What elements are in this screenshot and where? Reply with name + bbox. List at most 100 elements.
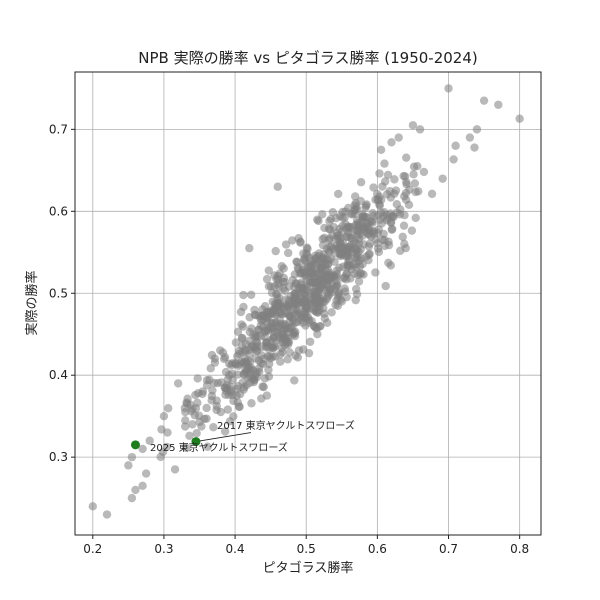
data-point	[374, 196, 383, 205]
y-tick-label: 0.7	[49, 122, 68, 136]
data-point	[185, 431, 194, 441]
data-point	[419, 167, 429, 177]
data-point	[193, 374, 202, 383]
data-point	[88, 502, 97, 511]
data-point	[258, 382, 267, 391]
data-point	[338, 207, 347, 217]
data-point	[289, 305, 298, 314]
y-axis-ticks: 0.3 0.4 0.5 0.6 0.7	[49, 122, 75, 464]
data-point	[359, 240, 368, 249]
data-point	[384, 258, 393, 268]
data-point	[220, 427, 230, 436]
annotation-2025: 2025 東京ヤクルトスワローズ	[150, 441, 288, 454]
x-tick-label: 0.3	[154, 542, 173, 556]
data-point	[208, 386, 217, 395]
data-point	[317, 263, 326, 273]
data-point	[273, 182, 282, 191]
data-point	[191, 390, 200, 400]
data-point	[292, 257, 302, 267]
data-point	[400, 172, 410, 181]
data-point	[401, 195, 411, 205]
data-point	[246, 373, 255, 382]
data-point	[515, 114, 524, 123]
data-point	[163, 404, 173, 413]
data-point	[202, 414, 211, 423]
data-point	[145, 436, 154, 445]
data-point	[288, 314, 297, 324]
data-point	[206, 364, 215, 373]
data-point	[332, 276, 341, 286]
data-point	[127, 452, 137, 462]
data-point	[394, 133, 403, 142]
data-point	[231, 338, 241, 347]
data-point	[162, 442, 171, 452]
data-point	[323, 282, 333, 291]
data-point	[338, 262, 348, 271]
data-point	[369, 229, 378, 239]
data-point	[402, 153, 411, 162]
x-tick-label: 0.8	[510, 542, 529, 556]
data-point	[330, 257, 339, 266]
data-point	[352, 204, 362, 214]
data-point	[380, 159, 389, 168]
data-point	[337, 297, 346, 306]
data-point	[221, 386, 231, 396]
data-point	[202, 381, 212, 390]
data-point	[229, 396, 238, 406]
x-tick-label: 0.6	[368, 542, 387, 556]
data-point	[159, 411, 169, 421]
data-point	[266, 282, 276, 291]
data-point	[260, 374, 270, 383]
data-point	[246, 290, 256, 299]
data-point	[314, 216, 323, 226]
data-point	[251, 354, 260, 363]
highlight-point	[191, 437, 201, 447]
highlight-point	[130, 440, 140, 450]
data-point	[273, 321, 282, 331]
data-point	[270, 352, 280, 361]
x-tick-label: 0.4	[226, 542, 245, 556]
data-point	[181, 407, 190, 417]
data-point	[265, 359, 274, 369]
y-tick-label: 0.3	[49, 450, 68, 464]
data-point	[127, 493, 137, 503]
data-point	[311, 254, 320, 263]
x-axis-label: ピタゴラス勝率	[263, 560, 354, 576]
data-point	[238, 322, 248, 331]
data-point	[300, 305, 310, 315]
data-point	[324, 224, 334, 233]
data-point	[427, 189, 437, 199]
data-point	[324, 246, 333, 256]
data-point	[470, 143, 479, 152]
data-point	[342, 275, 351, 284]
data-point	[203, 442, 212, 451]
data-point	[386, 193, 396, 202]
data-point	[351, 295, 360, 305]
data-point	[309, 305, 319, 315]
data-point	[183, 394, 192, 403]
data-point	[334, 290, 343, 300]
data-point	[438, 174, 447, 183]
data-point	[259, 315, 268, 324]
data-point	[334, 244, 343, 254]
data-point	[408, 121, 418, 130]
data-point	[410, 179, 420, 188]
data-point	[415, 125, 425, 134]
data-point	[242, 365, 252, 374]
data-point	[210, 378, 219, 388]
data-point	[383, 170, 393, 180]
data-point	[235, 346, 244, 355]
data-point	[131, 485, 140, 495]
data-point	[319, 254, 328, 263]
data-point	[367, 217, 377, 226]
data-point	[361, 212, 370, 222]
data-point	[390, 175, 399, 184]
data-point	[173, 379, 183, 388]
data-point	[353, 218, 363, 228]
x-tick-label: 0.2	[83, 542, 102, 556]
data-point	[303, 250, 312, 260]
data-point	[409, 170, 418, 179]
data-point	[141, 469, 151, 478]
data-point	[320, 233, 329, 242]
data-point	[257, 394, 266, 403]
